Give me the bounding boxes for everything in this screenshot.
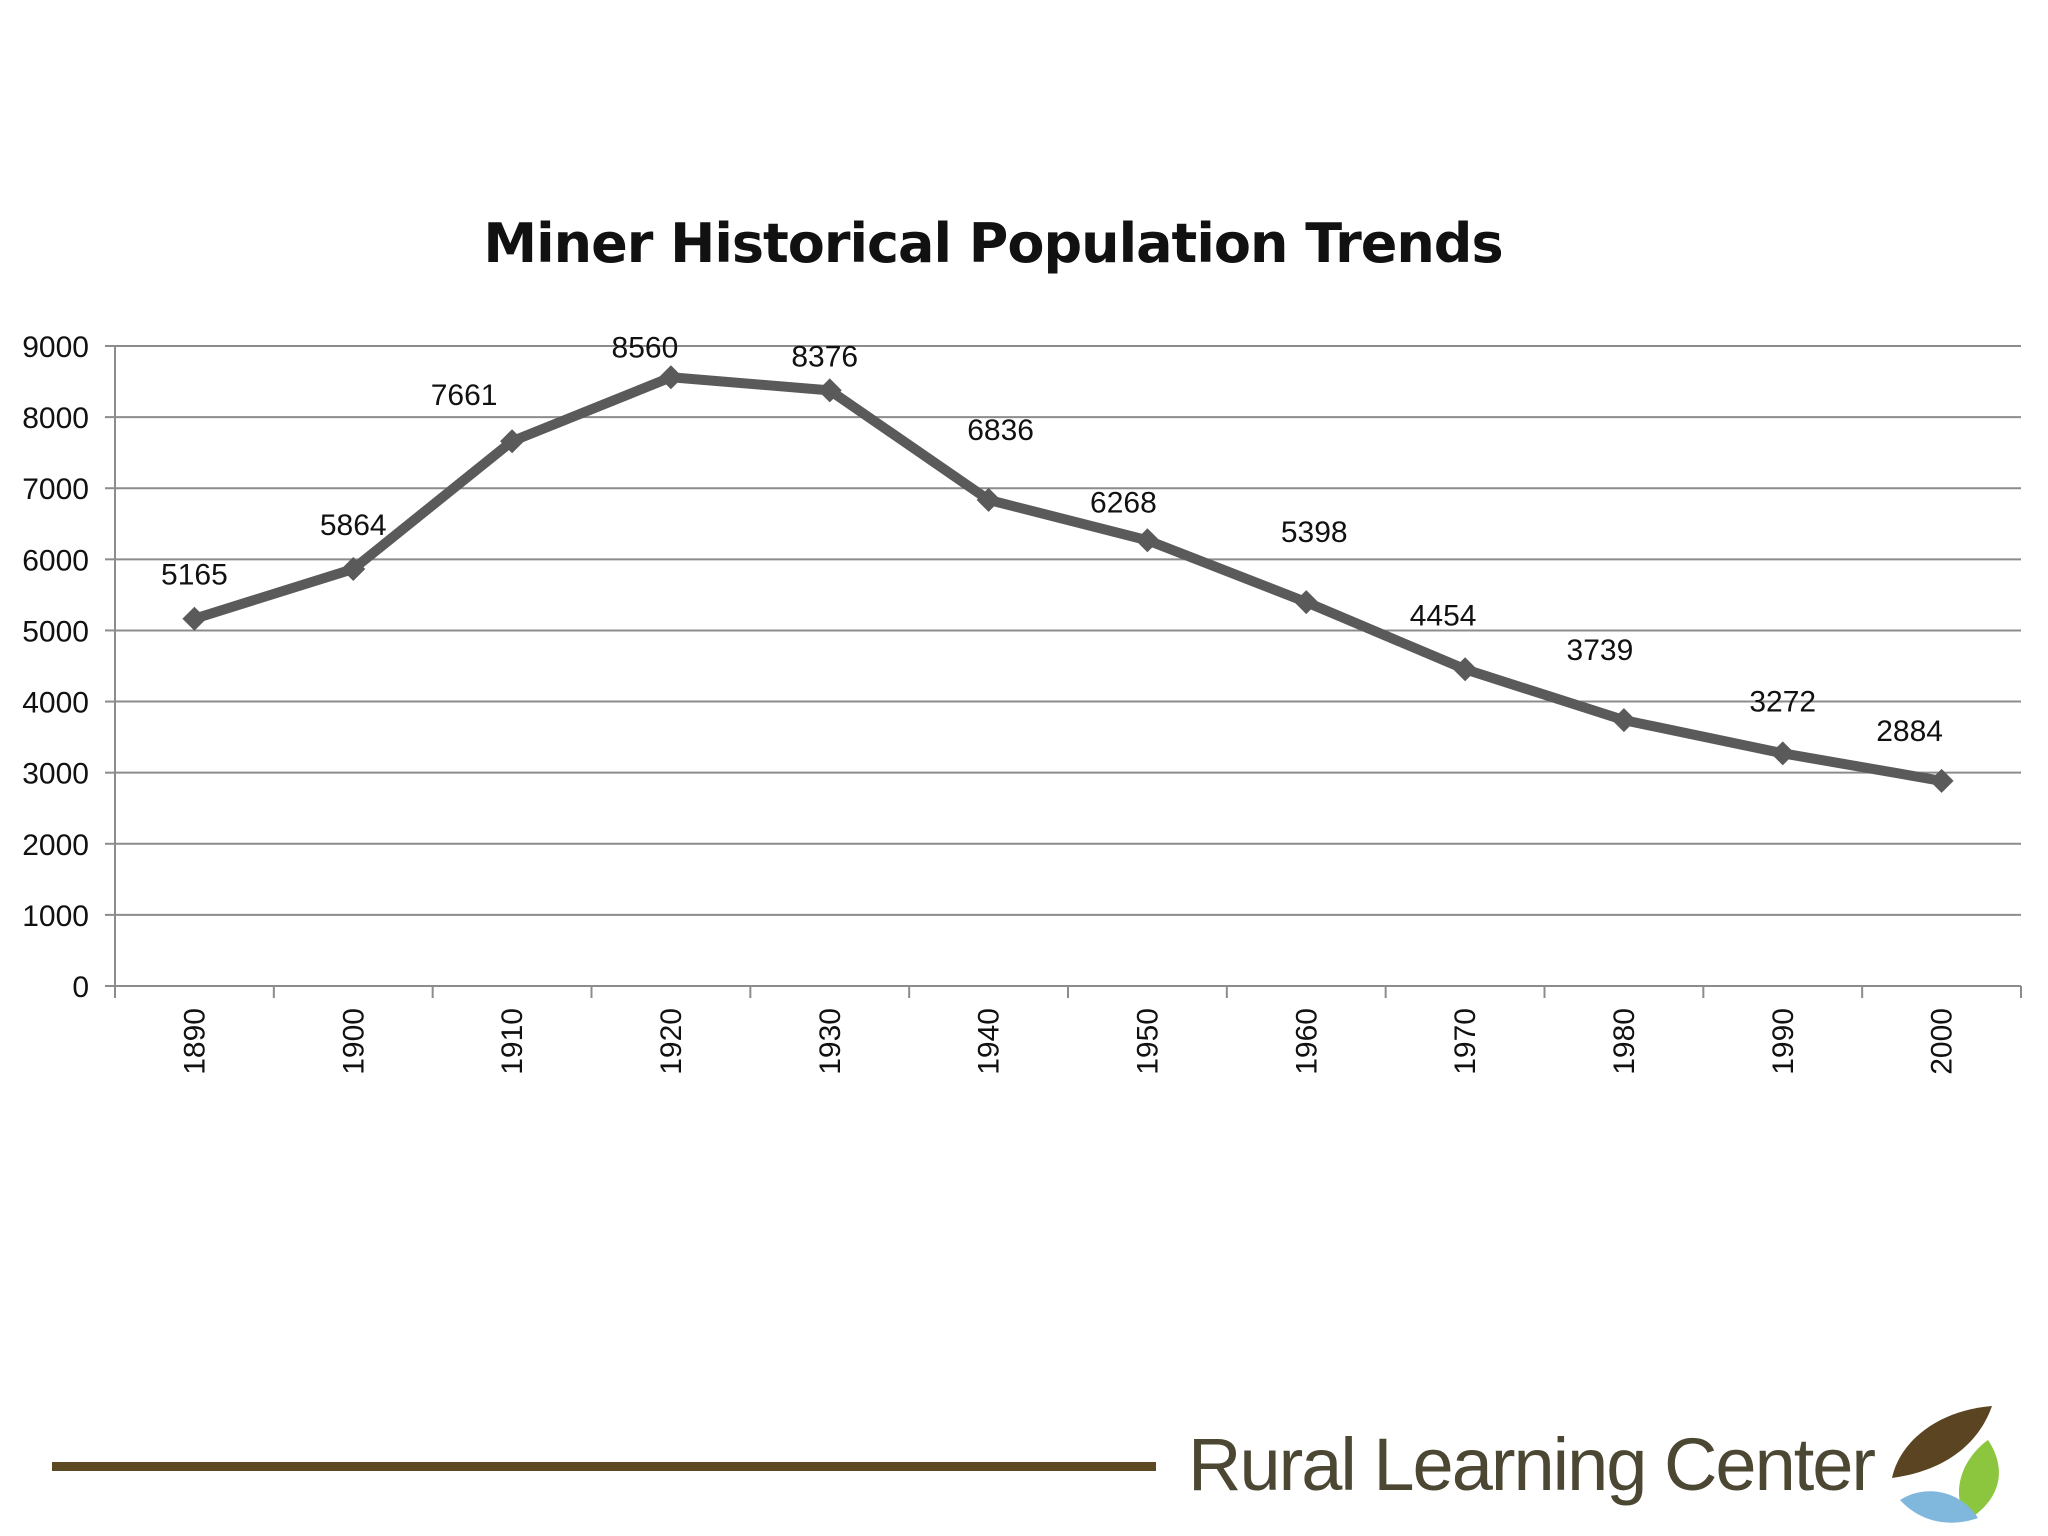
y-tick-label: 0 (72, 971, 89, 1004)
x-tick-label: 1980 (1608, 1008, 1641, 1075)
data-point (658, 365, 683, 390)
data-point (976, 487, 1001, 512)
x-tick-label: 1940 (973, 1008, 1006, 1075)
data-point (1453, 657, 1478, 682)
leaf-blue-shape (1900, 1491, 1978, 1523)
x-tick-label: 2000 (1926, 1008, 1959, 1075)
y-tick-label: 6000 (22, 544, 89, 577)
leaf-brown-shape (1892, 1406, 1992, 1478)
y-tick-label: 9000 (22, 331, 89, 364)
gridlines (115, 345, 2021, 916)
y-tick-label: 4000 (22, 687, 89, 720)
leaf-green-shape (1958, 1440, 1999, 1520)
y-tick-labels: 0 1000 2000 3000 4000 5000 6000 7000 8000 9000 (22, 331, 89, 1004)
footer-divider (52, 1462, 1156, 1471)
data-point (1294, 590, 1319, 615)
series-population (182, 365, 1954, 793)
data-label: 7661 (431, 379, 498, 412)
x-tick-label: 1960 (1290, 1008, 1323, 1075)
data-label: 3272 (1749, 685, 1816, 718)
x-tick-label: 1970 (1449, 1008, 1482, 1075)
data-label: 3739 (1567, 634, 1634, 667)
data-label: 6836 (967, 414, 1034, 447)
data-label: 5398 (1281, 516, 1348, 549)
x-tick-label: 1900 (337, 1008, 370, 1075)
y-tick-label: 5000 (22, 615, 89, 648)
logo-text: Rural Learning Center (1188, 1423, 1876, 1506)
x-tick-label: 1920 (655, 1008, 688, 1075)
x-tick-label: 1910 (496, 1008, 529, 1075)
x-tick-label: 1950 (1131, 1008, 1164, 1075)
x-tick-labels: 1890 1900 1910 1920 1930 1940 1950 1960 1970 1980… (178, 1008, 1958, 1075)
line-chart: 0 1000 2000 3000 4000 5000 6000 7000 8000 9000 18… (22, 331, 2022, 1075)
data-label: 4454 (1410, 599, 1477, 632)
data-point (182, 606, 207, 631)
y-tick-label: 1000 (22, 900, 89, 933)
data-point (500, 429, 525, 454)
data-labels: 5165 5864 7661 8560 8376 6836 6268 5398 4454 3739… (161, 331, 1943, 748)
data-point (341, 557, 366, 582)
y-tick-label: 3000 (22, 758, 89, 791)
data-label: 8560 (612, 331, 679, 364)
leaf-logo-icon (1892, 1406, 1999, 1523)
data-point (1611, 708, 1636, 733)
data-point (1929, 768, 1954, 793)
data-label: 6268 (1090, 486, 1157, 519)
data-label: 5165 (161, 559, 228, 592)
chart-title: Miner Historical Population Trends (483, 212, 1503, 275)
data-label: 5864 (320, 509, 387, 542)
series-line (189, 372, 1947, 786)
data-label: 2884 (1876, 715, 1943, 748)
y-tick-label: 7000 (22, 473, 89, 506)
data-point (1770, 741, 1795, 766)
y-tick-label: 8000 (22, 402, 89, 435)
y-tick-label: 2000 (22, 829, 89, 862)
x-tick-label: 1930 (814, 1008, 847, 1075)
data-label: 8376 (791, 340, 858, 373)
x-tick-label: 1990 (1767, 1008, 1800, 1075)
axes (105, 345, 2022, 998)
data-point (817, 378, 842, 403)
data-point (1135, 528, 1160, 553)
x-tick-label: 1890 (178, 1008, 211, 1075)
